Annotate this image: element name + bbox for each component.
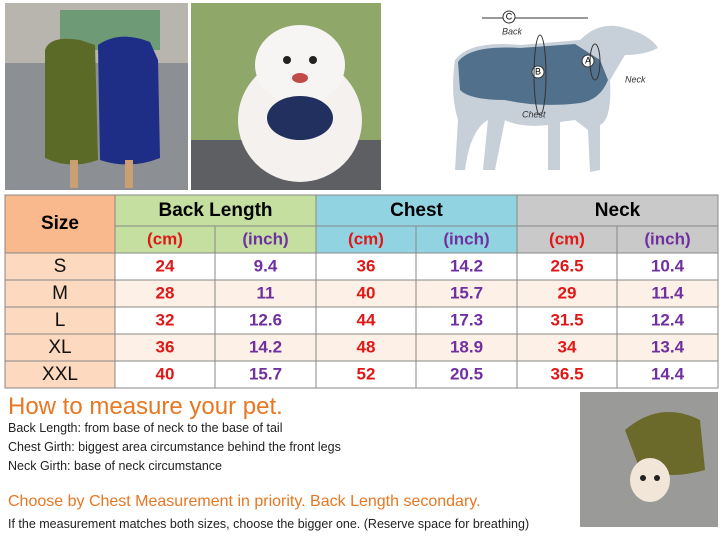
unit-cell [616, 225, 719, 254]
cell [315, 306, 417, 335]
measurement: 44 [357, 310, 376, 329]
measurement: 40 [156, 364, 175, 383]
measurement: 32 [156, 310, 175, 329]
measurement: 12.4 [651, 310, 685, 329]
unit-cell [315, 225, 417, 254]
cell [214, 252, 317, 281]
size-label: S [54, 256, 67, 277]
cell [516, 279, 618, 308]
unit-cell [516, 225, 618, 254]
label-c: C [506, 11, 513, 21]
instructions-title: How to measure your pet. [8, 393, 283, 420]
breathing-note: If the measurement matches both sizes, c… [8, 517, 530, 531]
unit-text: (inch) [242, 229, 288, 248]
measurement: 36 [156, 337, 175, 356]
measurement: 11.4 [651, 283, 684, 302]
measurement: 18.9 [450, 337, 483, 356]
photo-small-dog [580, 392, 718, 527]
measurement: 15.7 [249, 364, 282, 383]
size-label: XL [48, 337, 71, 358]
cell [4, 360, 116, 389]
unit-cell [415, 225, 518, 254]
cell [616, 279, 719, 308]
cell [415, 252, 518, 281]
measurement: 14.2 [450, 256, 483, 275]
measurement: 12.6 [249, 310, 282, 329]
cell [214, 279, 317, 308]
unit-cell [114, 225, 216, 254]
header-text: Neck [595, 200, 641, 221]
measurement: 10.4 [651, 256, 685, 275]
label-a: A [585, 55, 591, 65]
measurement: 11 [257, 283, 275, 302]
label-b: B [535, 66, 541, 76]
photo-vests [5, 3, 188, 190]
cell [315, 333, 417, 362]
measurement: 29 [558, 283, 577, 302]
cell [616, 306, 719, 335]
unit-text: (cm) [348, 229, 384, 248]
label-neck: Neck [625, 74, 646, 84]
measurement: 36.5 [550, 364, 583, 383]
instruction-line: Chest Girth: biggest area circumstance b… [8, 440, 341, 454]
measurement: 17.3 [450, 310, 483, 329]
priority-note: Choose by Chest Measurement in priority.… [8, 493, 481, 510]
cell [214, 333, 317, 362]
unit-text: (cm) [549, 229, 585, 248]
header-cell [516, 194, 719, 227]
size-table: Size Back Length Chest Neck (cm) (inch) (cm) (i… [4, 194, 719, 389]
measurement: 36 [357, 256, 376, 275]
header-text: Back Length [158, 200, 272, 221]
instruction-line: Back Length: from base of neck to the ba… [8, 421, 283, 435]
cell [516, 360, 618, 389]
cell [114, 306, 216, 335]
label-back: Back [502, 26, 523, 36]
measurement: 52 [357, 364, 376, 383]
label-chest: Chest [522, 109, 546, 119]
size-label: XXL [42, 364, 78, 385]
cell [114, 279, 216, 308]
measurement: 14.2 [249, 337, 282, 356]
measure-diagram: C Back B A Neck Chest [453, 10, 658, 173]
measurement: 15.7 [450, 283, 483, 302]
measurement: 20.5 [450, 364, 483, 383]
size-label: M [52, 283, 68, 304]
measurement: 34 [558, 337, 577, 356]
measurement: 28 [156, 283, 175, 302]
measurement: 40 [357, 283, 376, 302]
measurement: 13.4 [651, 337, 685, 356]
unit-text: (inch) [644, 229, 690, 248]
measurement: 9.4 [254, 256, 278, 275]
measurement: 24 [156, 256, 175, 275]
cell [415, 360, 518, 389]
measurement: 31.5 [550, 310, 583, 329]
measurement: 48 [357, 337, 376, 356]
instruction-line: Neck Girth: base of neck circumstance [8, 459, 222, 473]
cell [415, 306, 518, 335]
measurement: 14.4 [651, 364, 685, 383]
cell [315, 252, 417, 281]
header-text: Chest [390, 200, 443, 221]
unit-text: (inch) [443, 229, 489, 248]
measurement: 26.5 [550, 256, 583, 275]
cell [516, 333, 618, 362]
cell [516, 252, 618, 281]
size-label: L [55, 310, 66, 331]
header-text: Size [41, 213, 79, 234]
photo-dog [191, 3, 381, 190]
cell [214, 360, 317, 389]
cell [616, 252, 719, 281]
unit-text: (cm) [147, 229, 183, 248]
cell [114, 333, 216, 362]
cell [616, 360, 719, 389]
